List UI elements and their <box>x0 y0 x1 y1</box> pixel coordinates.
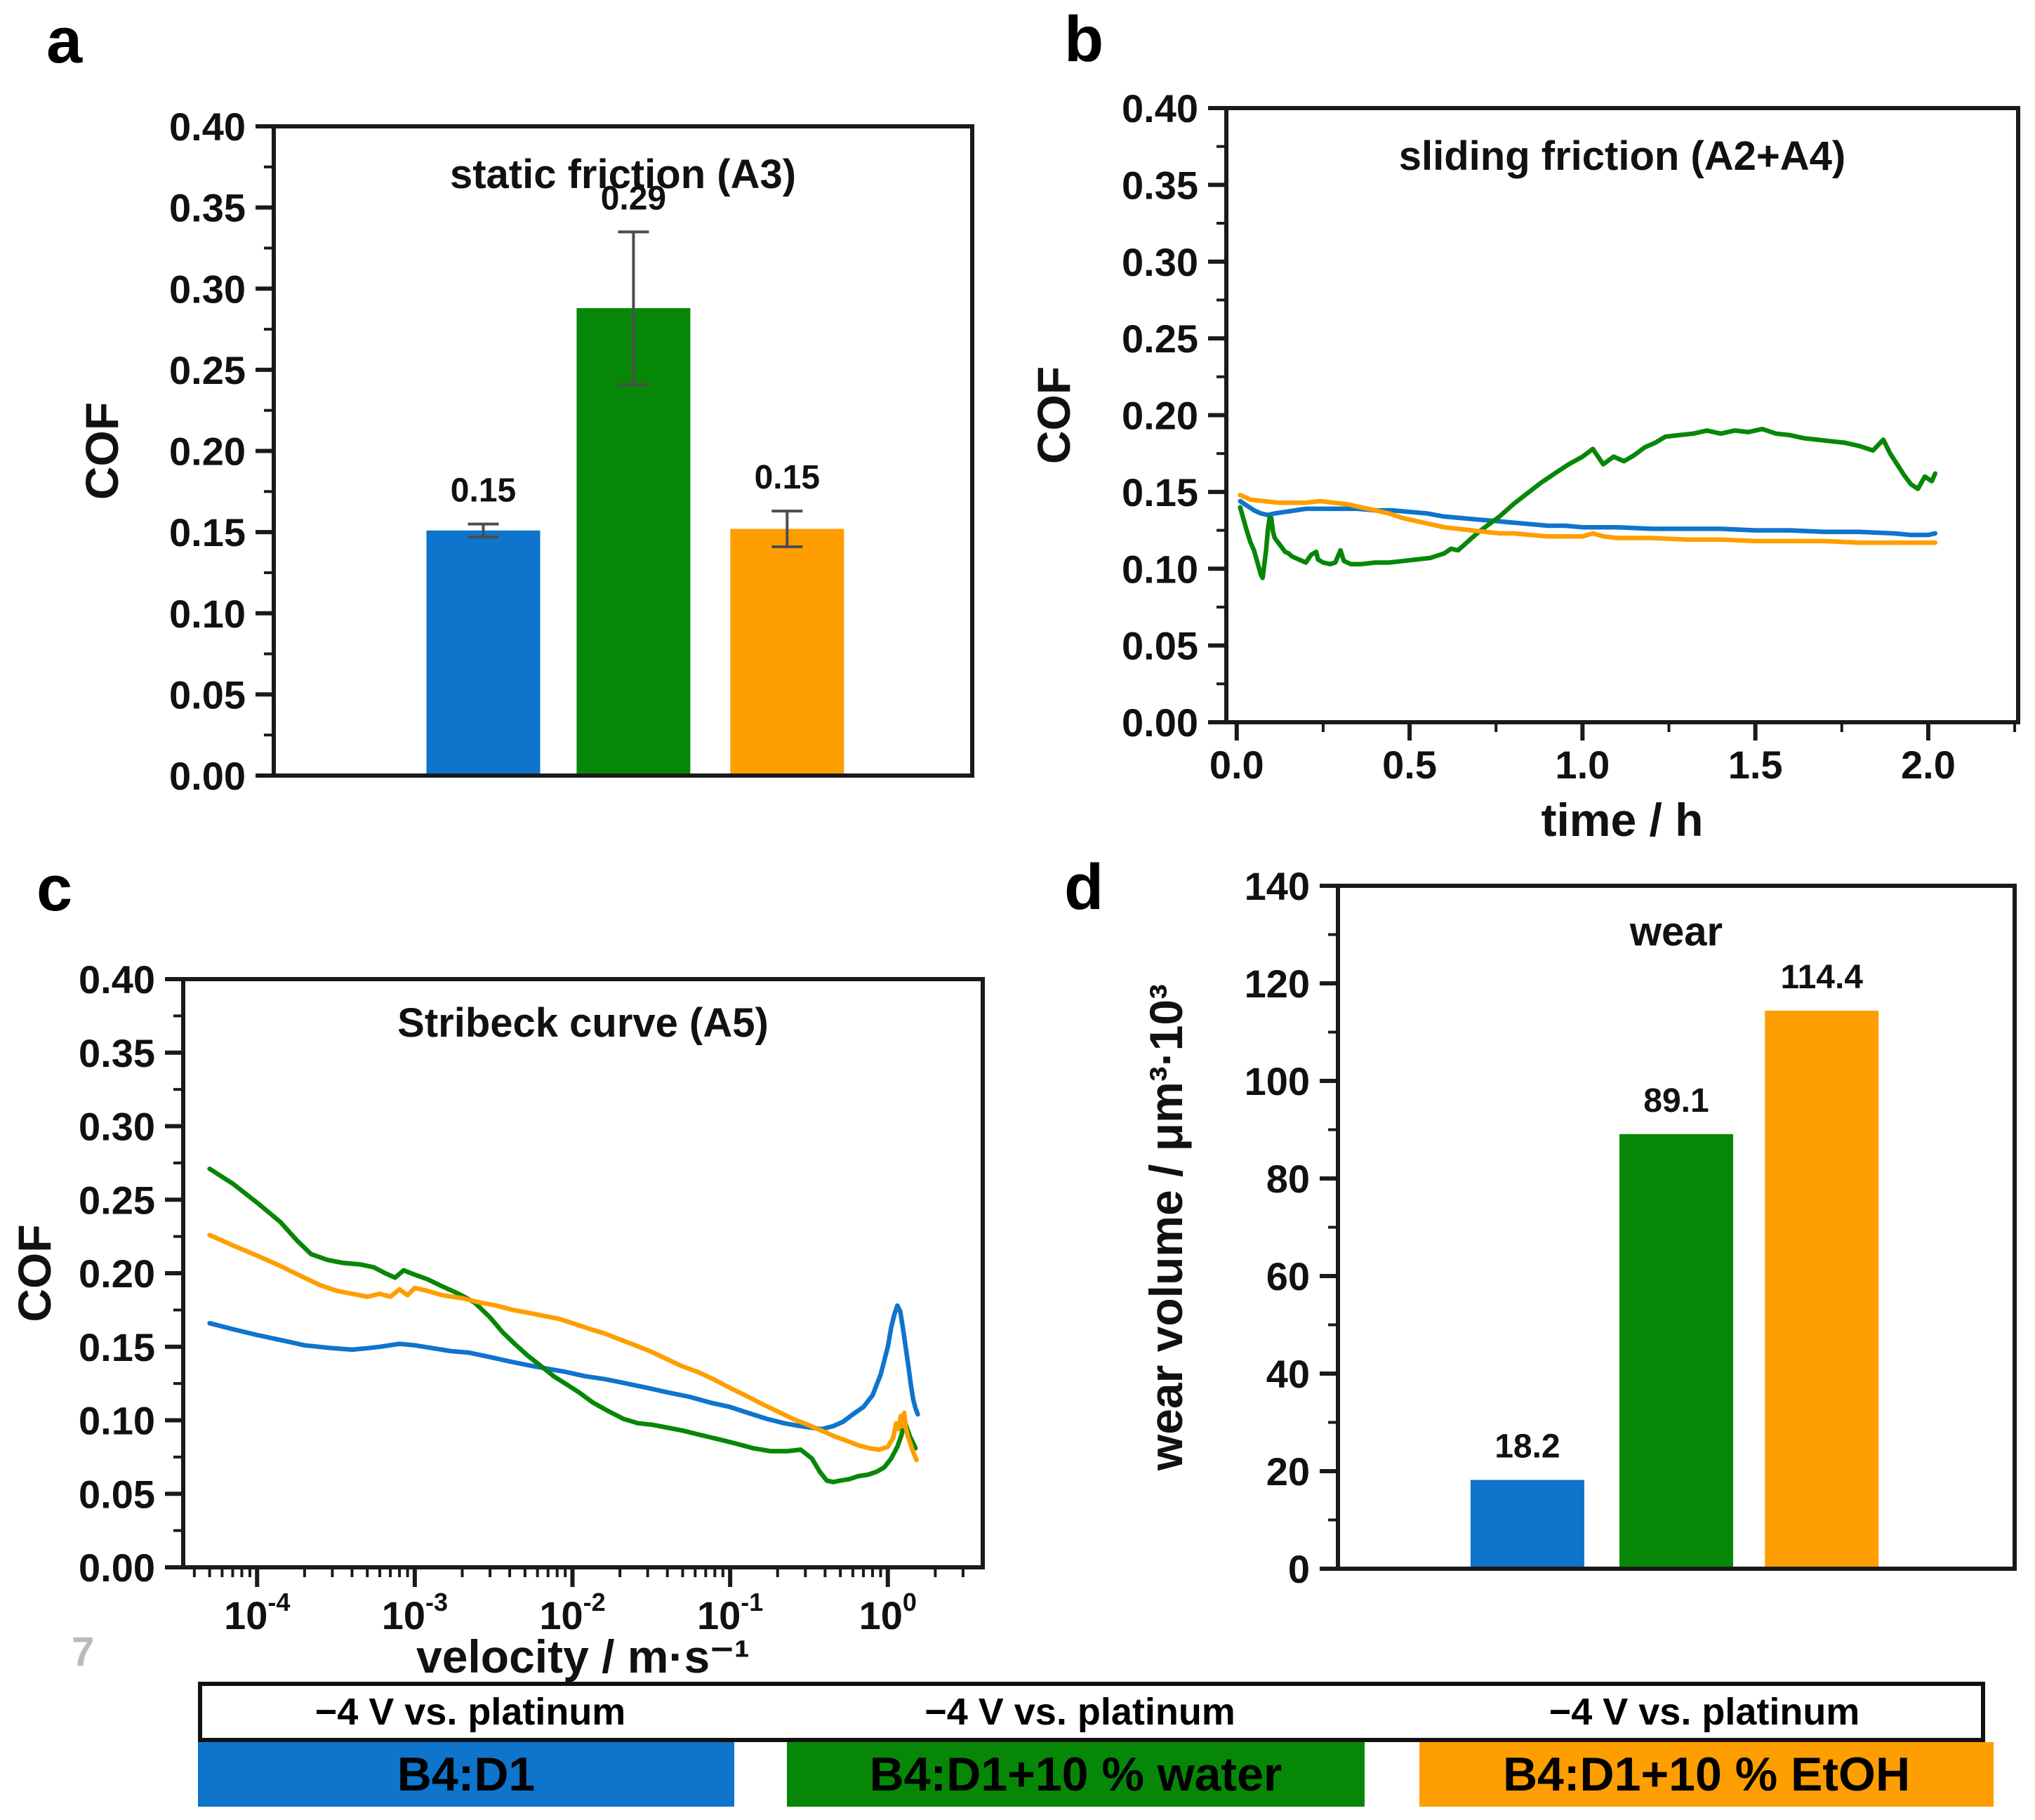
legend-voltage-2: −4 V vs. platinum <box>924 1691 1235 1733</box>
svg-text:wear: wear <box>1629 909 1723 955</box>
svg-text:140: 140 <box>1245 864 1310 908</box>
line-b-3 <box>1238 493 1938 545</box>
bar-a-1 <box>426 530 541 776</box>
svg-text:Stribeck curve (A5): Stribeck curve (A5) <box>397 1000 769 1046</box>
bar-d-3 <box>1765 1010 1879 1569</box>
panel-a-chart: static friction (A3) COF 0.15 0.29 0.15 0.00 0… <box>76 105 974 798</box>
line-b-2 <box>1238 426 1938 580</box>
svg-text:0.0: 0.0 <box>1209 743 1264 787</box>
panel-letter-a: a <box>46 5 83 77</box>
svg-text:18.2: 18.2 <box>1494 1428 1560 1466</box>
svg-text:120: 120 <box>1245 962 1310 1006</box>
svg-text:0.20: 0.20 <box>169 430 246 474</box>
svg-text:0.35: 0.35 <box>79 1031 155 1075</box>
svg-text:static friction (A3): static friction (A3) <box>450 152 796 197</box>
legend-item-b4d1: B4:D1 <box>198 1742 734 1807</box>
line-c-3 <box>207 1233 919 1463</box>
page-number: 7 <box>72 1629 95 1675</box>
svg-text:COF: COF <box>1028 366 1080 464</box>
legend-voltage-1: −4 V vs. platinum <box>314 1691 626 1733</box>
svg-text:1.5: 1.5 <box>1728 743 1783 787</box>
legend-frame: −4 V vs. platinum −4 V vs. platinum −4 V… <box>198 1682 1985 1742</box>
svg-text:10-4: 10-4 <box>224 1588 290 1638</box>
panel-letter-c: c <box>37 853 73 924</box>
panel-d-chart: wear wear volume / μm³·10³ 18.2 89.1 114.4 0 2… <box>1140 864 2017 1591</box>
legend-item-b4d1-water: B4:D1+10 % water <box>787 1742 1365 1807</box>
panel-letter-b: b <box>1064 4 1104 75</box>
svg-text:velocity / m·s⁻¹: velocity / m·s⁻¹ <box>416 1630 750 1682</box>
svg-text:0.35: 0.35 <box>1122 163 1198 207</box>
svg-text:0.25: 0.25 <box>1122 317 1198 361</box>
svg-text:time / h: time / h <box>1541 794 1703 846</box>
line-c-1 <box>207 1303 920 1432</box>
line-b-1 <box>1238 498 1938 538</box>
svg-text:89.1: 89.1 <box>1643 1082 1709 1120</box>
svg-text:114.4: 114.4 <box>1781 959 1864 996</box>
svg-text:0.05: 0.05 <box>1122 624 1198 668</box>
line-c-2 <box>207 1167 918 1484</box>
svg-text:100: 100 <box>859 1588 917 1638</box>
svg-text:0.05: 0.05 <box>169 672 246 717</box>
svg-text:0.00: 0.00 <box>79 1546 155 1590</box>
svg-text:sliding friction (A2+A4): sliding friction (A2+A4) <box>1399 133 1845 179</box>
bar-a-2 <box>576 308 691 776</box>
svg-text:0.15: 0.15 <box>79 1325 155 1369</box>
svg-text:0.29: 0.29 <box>601 180 666 217</box>
bar-a-3 <box>730 529 844 776</box>
svg-text:0.40: 0.40 <box>1122 86 1198 131</box>
svg-text:0.25: 0.25 <box>79 1178 155 1222</box>
svg-text:2.0: 2.0 <box>1901 743 1956 787</box>
bar-d-1 <box>1470 1480 1584 1569</box>
svg-text:0.10: 0.10 <box>169 592 246 636</box>
svg-text:20: 20 <box>1266 1449 1310 1494</box>
legend-item-b4d1-etoh: B4:D1+10 % EtOH <box>1419 1742 1994 1807</box>
svg-text:100: 100 <box>1245 1059 1310 1103</box>
svg-text:0.35: 0.35 <box>169 186 246 230</box>
svg-text:60: 60 <box>1266 1254 1310 1298</box>
svg-text:0.00: 0.00 <box>1122 700 1198 745</box>
svg-text:0.15: 0.15 <box>1122 470 1198 514</box>
svg-text:0.30: 0.30 <box>79 1105 155 1149</box>
svg-text:1.0: 1.0 <box>1555 743 1610 787</box>
svg-text:0.20: 0.20 <box>1122 394 1198 438</box>
svg-text:40: 40 <box>1266 1352 1310 1396</box>
bar-d-2 <box>1619 1134 1733 1569</box>
svg-text:0.05: 0.05 <box>79 1472 155 1516</box>
svg-text:COF: COF <box>8 1224 60 1322</box>
svg-text:0.10: 0.10 <box>1122 547 1198 591</box>
svg-text:0: 0 <box>1288 1547 1310 1591</box>
svg-text:0.00: 0.00 <box>169 754 246 798</box>
svg-text:wear volume / μm³·10³: wear volume / μm³·10³ <box>1140 984 1192 1471</box>
svg-text:0.10: 0.10 <box>79 1399 155 1443</box>
panel-c-chart: Stribeck curve (A5) COF velocity / m·s⁻¹ 0.… <box>8 957 985 1682</box>
svg-text:0.30: 0.30 <box>1122 240 1198 284</box>
svg-text:0.15: 0.15 <box>451 472 516 510</box>
svg-text:0.15: 0.15 <box>755 459 820 496</box>
svg-text:10-1: 10-1 <box>697 1588 763 1638</box>
svg-text:0.20: 0.20 <box>79 1251 155 1296</box>
legend-voltage-3: −4 V vs. platinum <box>1549 1691 1860 1733</box>
svg-text:COF: COF <box>76 402 128 500</box>
svg-text:0.5: 0.5 <box>1382 743 1437 787</box>
svg-text:0.15: 0.15 <box>169 510 246 554</box>
svg-text:80: 80 <box>1266 1157 1310 1201</box>
svg-text:0.25: 0.25 <box>169 348 246 392</box>
svg-text:0.40: 0.40 <box>79 957 155 1002</box>
panel-letter-d: d <box>1064 851 1104 923</box>
svg-text:0.30: 0.30 <box>169 267 246 311</box>
svg-text:0.40: 0.40 <box>169 105 246 149</box>
